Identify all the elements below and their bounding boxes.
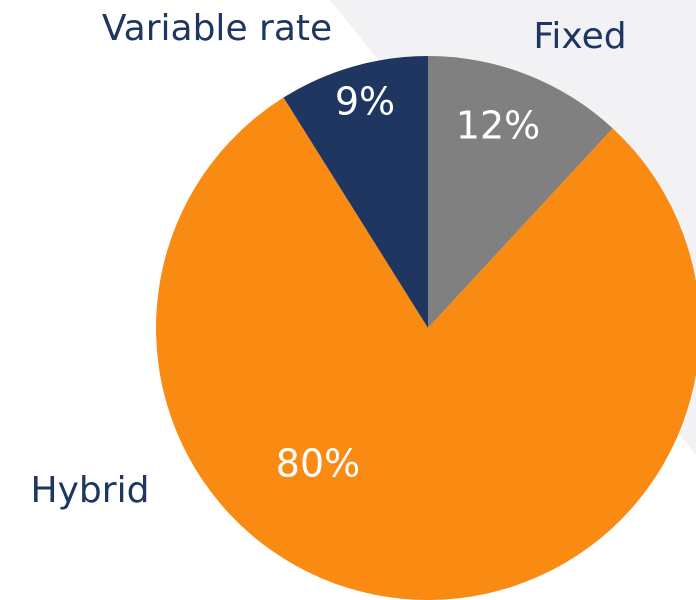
value-label: 80% (276, 442, 360, 486)
value-label: 9% (335, 80, 395, 124)
value-label: 12% (456, 104, 540, 148)
pie-slice (156, 97, 696, 600)
pie-slice (283, 56, 428, 328)
pie-slice (428, 56, 613, 328)
category-label: Variable rate (102, 8, 332, 49)
category-label: Fixed (533, 16, 626, 57)
category-label: Hybrid (31, 470, 150, 511)
